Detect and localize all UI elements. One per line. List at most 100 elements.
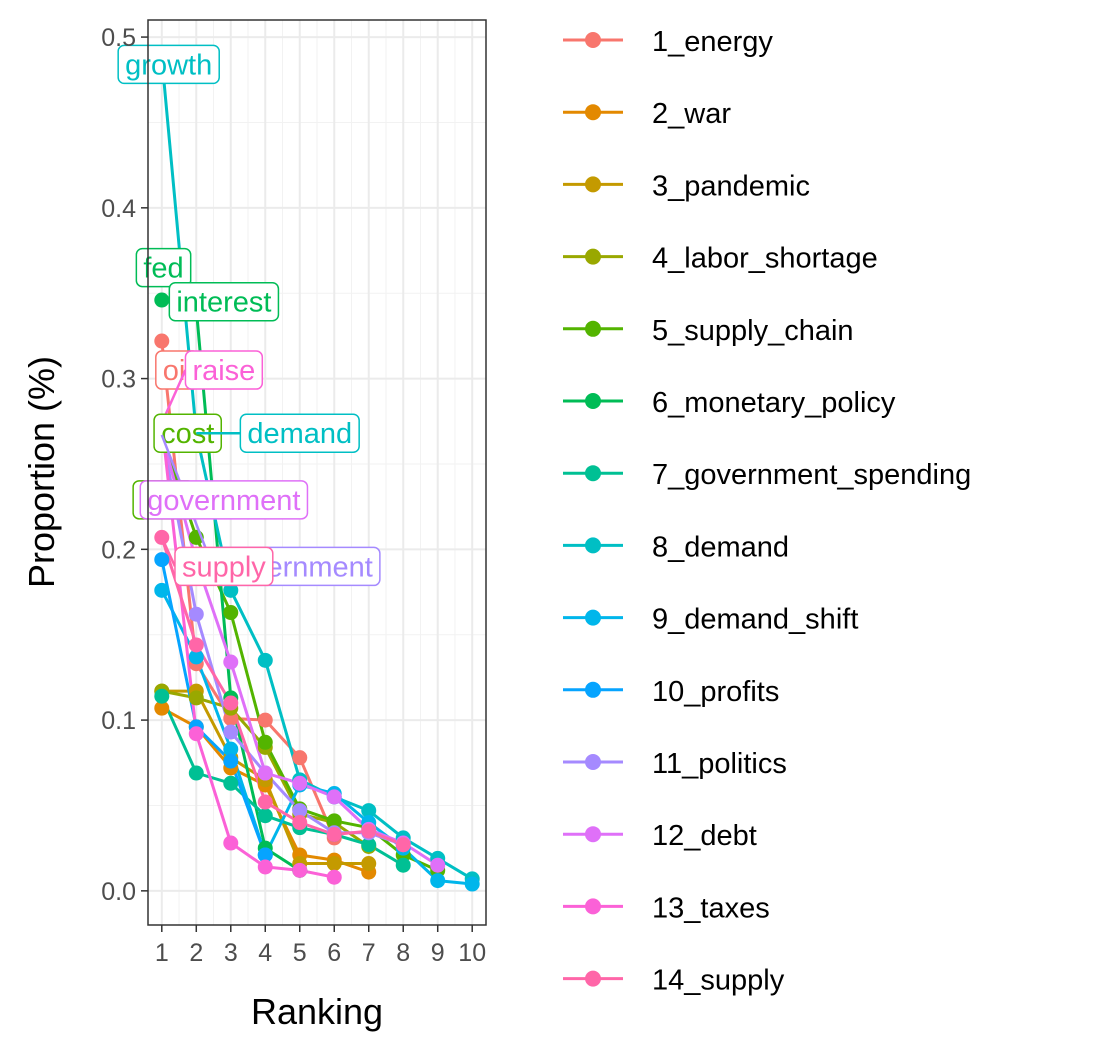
data-point-5_supply_chain bbox=[326, 813, 342, 829]
data-point-6_monetary_policy bbox=[154, 292, 170, 308]
data-point-4_labor_shortage bbox=[188, 690, 204, 706]
x-tick-label: 7 bbox=[362, 939, 376, 967]
legend-item-11_politics: 11_politics bbox=[563, 748, 787, 780]
legend-item-4_labor_shortage: 4_labor_shortage bbox=[563, 243, 878, 275]
data-point-13_taxes bbox=[257, 859, 273, 875]
x-tick-label: 6 bbox=[327, 939, 341, 967]
data-point-11_politics bbox=[223, 724, 239, 740]
data-point-7_government_spending bbox=[257, 808, 273, 824]
data-point-1_energy bbox=[154, 333, 170, 349]
legend-item-5_supply_chain: 5_supply_chain bbox=[563, 315, 854, 347]
data-point-1_energy bbox=[292, 750, 308, 766]
topic-label-text: growth bbox=[125, 49, 212, 81]
data-point-7_government_spending bbox=[361, 837, 377, 853]
topic-label: cost bbox=[153, 413, 223, 453]
topic-label-box bbox=[139, 480, 309, 520]
grid-layer bbox=[148, 20, 486, 925]
legend-item-6_monetary_policy: 6_monetary_policy bbox=[563, 387, 896, 419]
legend-label: 4_labor_shortage bbox=[652, 243, 878, 275]
data-point-13_taxes bbox=[223, 835, 239, 851]
topic-label: demand bbox=[196, 413, 360, 453]
topic-label: raise bbox=[160, 350, 264, 424]
data-point-11_politics bbox=[188, 606, 204, 622]
data-point-7_government_spending bbox=[154, 688, 170, 704]
legend-marker bbox=[585, 248, 601, 265]
data-point-12_debt bbox=[430, 857, 446, 873]
data-point-7_government_spending bbox=[188, 765, 204, 781]
data-point-12_debt bbox=[326, 789, 342, 805]
plot-border bbox=[147, 19, 487, 926]
legend-label: 12_debt bbox=[652, 820, 757, 852]
data-point-8_demand bbox=[361, 803, 377, 819]
legend-label: 1_energy bbox=[652, 26, 773, 58]
data-point-10_profits bbox=[223, 753, 239, 769]
data-point-13_taxes bbox=[326, 869, 342, 885]
topic-label-box bbox=[168, 281, 280, 322]
legend-marker bbox=[585, 32, 601, 48]
data-point-9_demand_shift bbox=[430, 873, 446, 889]
topic-label-text: demand bbox=[247, 418, 352, 450]
topic-label: growth bbox=[117, 44, 220, 85]
x-tick-label: 5 bbox=[293, 939, 307, 967]
legend-marker bbox=[585, 176, 601, 193]
data-point-14_supply bbox=[223, 695, 239, 711]
topic-label-text: raise bbox=[192, 355, 255, 387]
axes: 0.0 0.1 0.2 0.3 0.4 0.5 1 2 3 4 5 6 7 8 9 10 bbox=[101, 24, 486, 967]
x-tick-label: 10 bbox=[458, 939, 486, 967]
data-point-14_supply bbox=[188, 637, 204, 653]
topic-label-link bbox=[160, 536, 177, 567]
data-point-10_profits bbox=[257, 847, 273, 863]
topic-label: fed bbox=[135, 247, 192, 288]
data-point-9_demand_shift bbox=[223, 741, 239, 757]
legend-label: 10_profits bbox=[652, 676, 779, 708]
data-point-3_pandemic bbox=[361, 856, 377, 872]
legend-label: 7_government_spending bbox=[652, 459, 971, 491]
y-tick-label: 0.5 bbox=[101, 24, 136, 52]
topic-label-text: supply bbox=[182, 551, 266, 583]
topic-label: supply bbox=[160, 536, 274, 587]
topic-label-text: fed bbox=[143, 253, 183, 285]
data-point-5_supply_chain bbox=[223, 605, 239, 621]
legend-marker bbox=[585, 393, 601, 409]
data-point-2_war bbox=[154, 700, 170, 716]
legend-label: 2_war bbox=[652, 98, 731, 130]
legend-marker bbox=[585, 754, 601, 770]
data-point-12_debt bbox=[257, 765, 273, 781]
data-point-12_debt bbox=[292, 775, 308, 791]
legend: 1_energy 2_war 3_pandemic 4_labor_shortage 5… bbox=[563, 26, 971, 997]
legend-item-2_war: 2_war bbox=[563, 98, 731, 130]
topic-label-box bbox=[239, 413, 360, 453]
topic-label-box bbox=[184, 350, 264, 390]
legend-label: 14_supply bbox=[652, 965, 785, 997]
legend-label: 6_monetary_policy bbox=[652, 387, 896, 419]
y-tick-label: 0.3 bbox=[101, 366, 136, 394]
data-point-9_demand_shift bbox=[464, 876, 480, 892]
legend-marker bbox=[585, 609, 601, 626]
x-tick-label: 1 bbox=[155, 939, 169, 967]
legend-item-3_pandemic: 3_pandemic bbox=[563, 170, 810, 202]
topic-label-text: government bbox=[147, 485, 300, 517]
data-point-7_government_spending bbox=[223, 775, 239, 791]
topic-label-box bbox=[174, 546, 274, 587]
data-point-14_supply bbox=[292, 815, 308, 831]
data-point-14_supply bbox=[326, 827, 342, 842]
topic-label: interest bbox=[168, 281, 280, 322]
y-tick-label: 0.2 bbox=[101, 536, 136, 564]
legend-item-1_energy: 1_energy bbox=[563, 26, 773, 58]
legend-marker bbox=[585, 465, 601, 482]
topic-label-box bbox=[117, 44, 220, 85]
data-point-12_debt bbox=[223, 654, 239, 670]
data-point-13_taxes bbox=[292, 862, 308, 878]
data-point-10_profits bbox=[154, 552, 170, 568]
series-line-10_profits bbox=[160, 559, 267, 856]
data-point-14_supply bbox=[257, 794, 273, 810]
legend-marker bbox=[585, 104, 601, 121]
data-point-14_supply bbox=[395, 837, 411, 853]
y-tick-label: 0.4 bbox=[101, 195, 136, 223]
data-point-13_taxes bbox=[188, 726, 204, 742]
data-point-9_demand_shift bbox=[154, 582, 170, 598]
data-point-8_demand bbox=[223, 582, 239, 598]
x-tick-label: 9 bbox=[431, 939, 445, 967]
legend-item-7_government_spending: 7_government_spending bbox=[563, 459, 971, 491]
